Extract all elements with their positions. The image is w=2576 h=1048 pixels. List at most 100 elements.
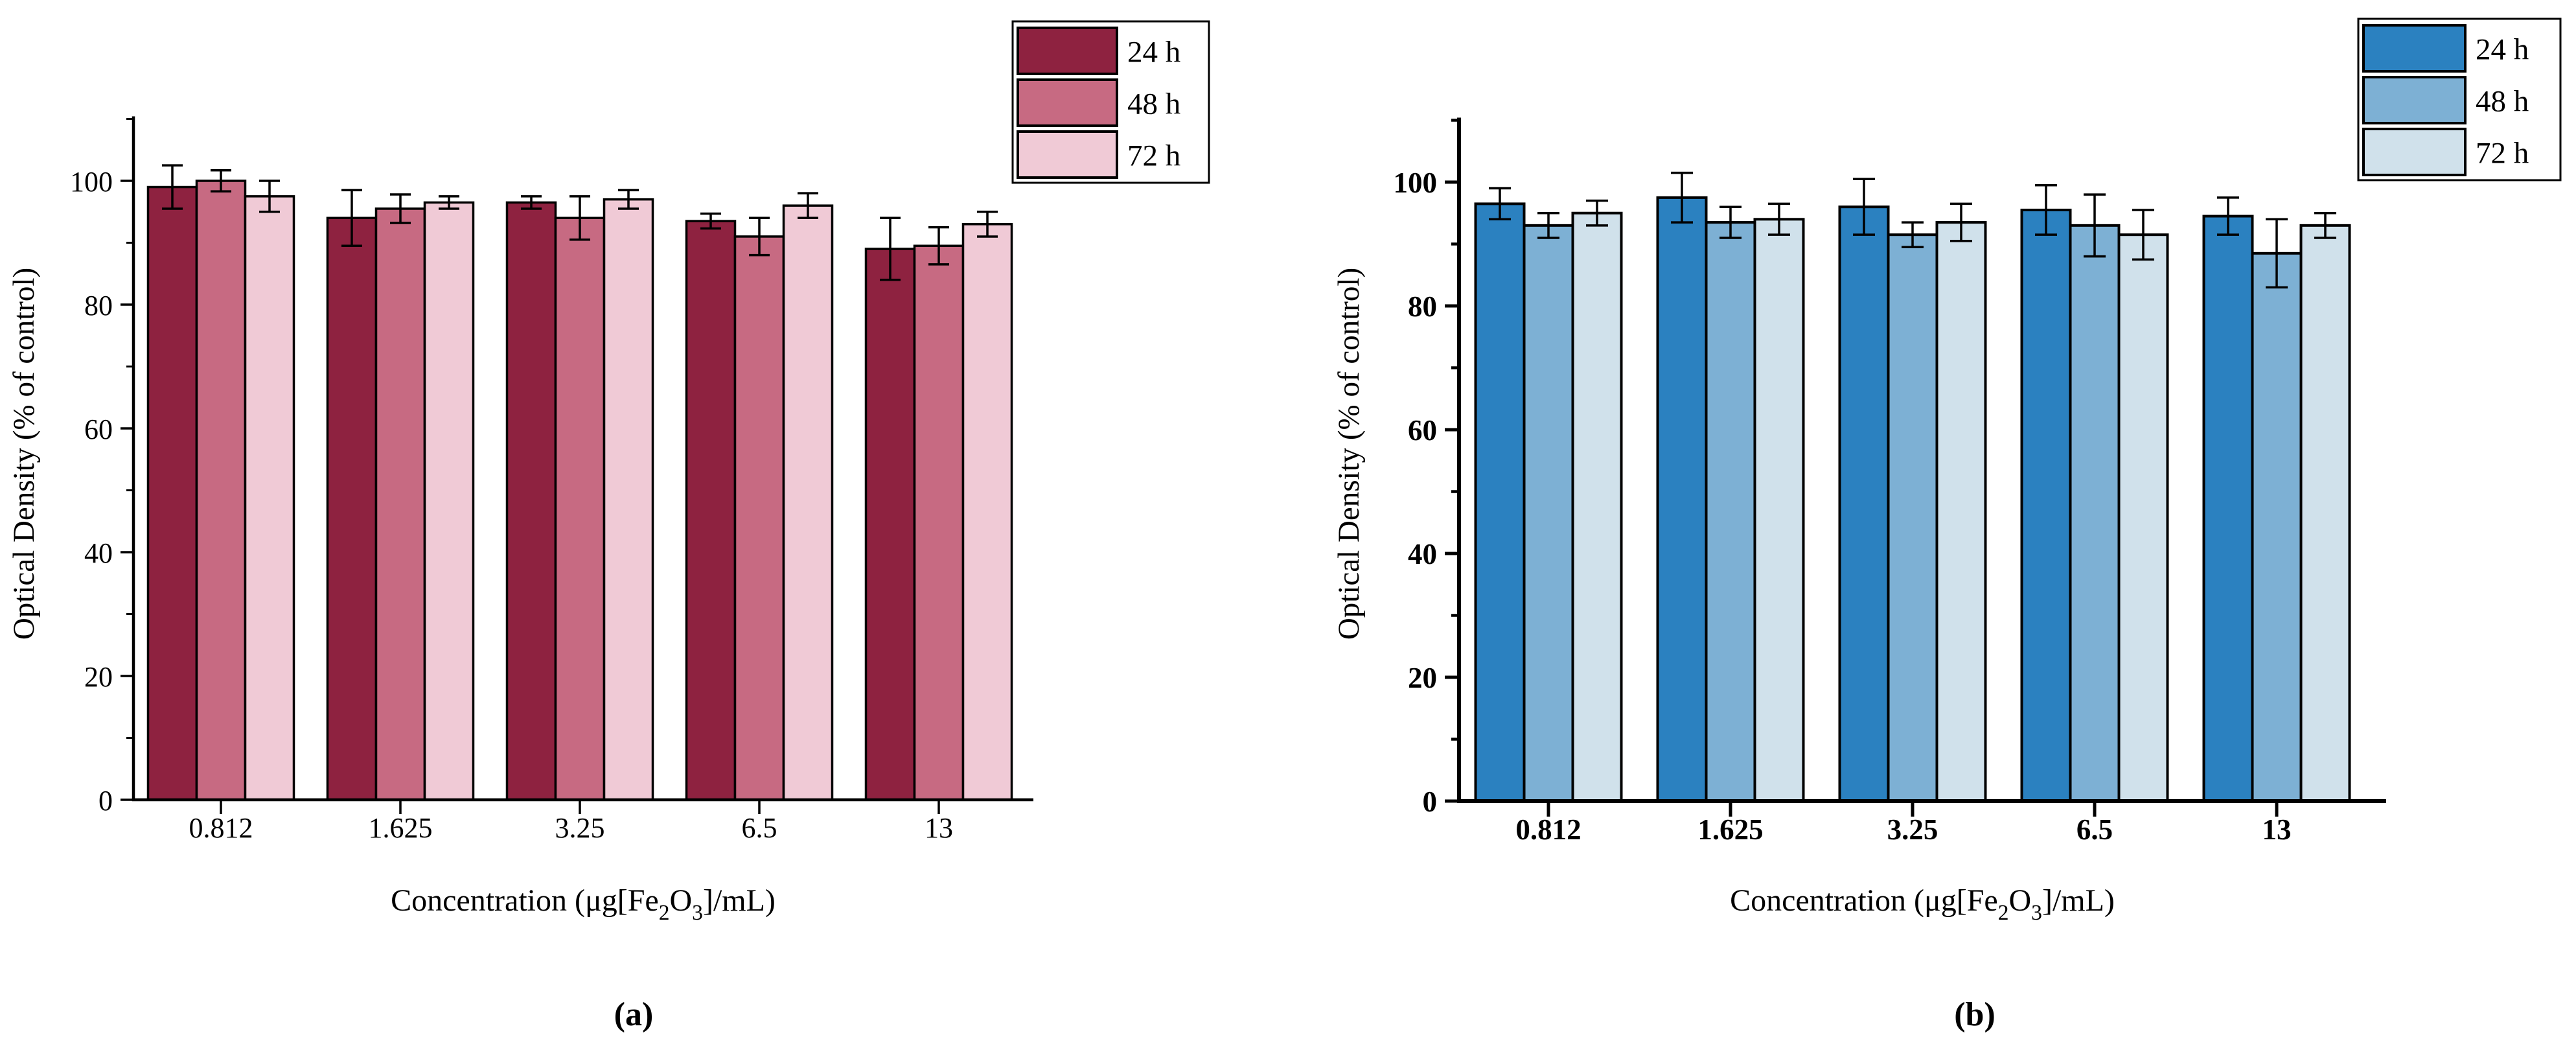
bar-a-72h-0.812 — [244, 195, 295, 801]
x-axis-title-b: Concentration (μg[Fe2O3]/mL) — [1730, 883, 2115, 925]
error-bar-a-48h-13 — [928, 226, 949, 266]
y-tick-label-a-0: 0 — [98, 785, 113, 817]
caption-b: (b) — [1954, 996, 1995, 1033]
bar-a-24h-6.5 — [685, 220, 737, 801]
bar-a-72h-1.625 — [423, 201, 475, 801]
error-bar-a-72h-0.812 — [259, 180, 280, 213]
error-bar-a-72h-6.5 — [798, 192, 818, 220]
error-bar-b-72h-1.625 — [1768, 202, 1790, 236]
error-bar-b-48h-1.625 — [1719, 205, 1742, 239]
y-axis-title-a: Optical Density (% of control) — [7, 268, 41, 640]
error-bar-a-24h-3.25 — [521, 195, 542, 210]
error-bar-b-24h-13 — [2217, 196, 2239, 236]
bar-a-48h-0.812 — [195, 180, 247, 801]
bar-b-24h-3.25 — [1838, 205, 1890, 802]
error-bar-b-24h-0.812 — [1489, 187, 1511, 221]
error-bar-a-24h-13 — [880, 216, 901, 281]
error-bar-b-24h-3.25 — [1853, 178, 1875, 236]
error-bar-a-48h-6.5 — [749, 216, 770, 257]
x-tick-label-b-6.5: 6.5 — [2076, 813, 2113, 846]
error-bar-a-24h-6.5 — [700, 212, 721, 230]
error-bar-b-48h-13 — [2266, 218, 2288, 289]
chart-b: 0 20 40 60 80 100 0.812 1.625 3.25 6.5 13 Optical D… — [1332, 17, 2562, 1033]
bar-b-24h-0.812 — [1474, 202, 1526, 802]
x-tick-label-a-13: 13 — [925, 812, 953, 844]
legend-swatch-b-24h — [2362, 24, 2467, 73]
bar-a-72h-13 — [961, 223, 1013, 801]
error-bar-b-72h-6.5 — [2132, 209, 2154, 261]
y-axis-title-b: Optical Density (% of control) — [1332, 268, 1366, 640]
legend-label-a-24h: 24 h — [1127, 36, 1180, 69]
axes-a — [132, 116, 1033, 802]
bar-b-48h-0.812 — [1523, 224, 1574, 803]
error-bar-b-48h-3.25 — [1902, 221, 1924, 249]
bars-b — [1474, 171, 2351, 803]
error-bar-a-24h-1.625 — [341, 189, 362, 248]
y-tick-label-a-60: 60 — [84, 413, 113, 445]
legend-swatch-a-48h — [1017, 78, 1118, 127]
error-bar-a-48h-0.812 — [211, 169, 231, 192]
legend-label-b-24h: 24 h — [2476, 33, 2529, 67]
error-bar-b-72h-13 — [2314, 212, 2336, 239]
y-tick-label-b-100: 100 — [1394, 167, 1438, 199]
legend-swatch-b-72h — [2362, 128, 2467, 176]
y-tick-label-a-40: 40 — [84, 537, 113, 569]
error-bar-a-72h-1.625 — [439, 195, 459, 210]
bar-a-48h-13 — [913, 244, 965, 801]
y-tick-label-a-80: 80 — [84, 290, 113, 321]
y-tick-label-a-20: 20 — [84, 661, 113, 693]
legend-b: 24 h 48 h 72 h — [2357, 17, 2562, 181]
bar-a-24h-1.625 — [326, 216, 378, 801]
x-tick-label-b-0.812: 0.812 — [1515, 813, 1581, 846]
chart-a: 0 20 40 60 80 100 0.812 1.625 3.25 6.5 13 Optical D… — [7, 20, 1210, 1033]
bar-b-72h-6.5 — [2117, 233, 2169, 802]
x-ticks-a: 0.812 1.625 3.25 6.5 13 — [189, 800, 953, 844]
axes-b — [1457, 117, 2386, 803]
x-tick-label-b-1.625: 1.625 — [1697, 813, 1763, 846]
x-tick-label-b-3.25: 3.25 — [1887, 813, 1938, 846]
y-tick-label-b-40: 40 — [1408, 538, 1437, 570]
bar-b-72h-3.25 — [1935, 221, 1987, 802]
bar-a-24h-0.812 — [146, 185, 198, 801]
bars-a — [146, 164, 1013, 801]
bar-a-48h-6.5 — [733, 235, 785, 801]
legend-label-a-72h: 72 h — [1127, 139, 1180, 173]
error-bar-b-72h-0.812 — [1586, 199, 1608, 227]
error-bar-b-24h-1.625 — [1671, 171, 1693, 224]
y-tick-label-b-60: 60 — [1408, 414, 1437, 447]
error-bar-a-72h-3.25 — [618, 189, 639, 210]
bar-b-48h-13 — [2251, 251, 2303, 802]
y-ticks-b: 0 20 40 60 80 100 — [1394, 119, 1459, 818]
legend-label-a-48h: 48 h — [1127, 87, 1180, 121]
error-bar-b-24h-6.5 — [2035, 184, 2057, 236]
bar-a-72h-3.25 — [603, 198, 654, 801]
x-tick-label-a-1.625: 1.625 — [369, 812, 433, 844]
x-tick-label-a-6.5: 6.5 — [742, 812, 777, 844]
error-bar-b-72h-3.25 — [1950, 202, 1972, 242]
legend-a: 24 h 48 h 72 h — [1011, 20, 1210, 184]
x-tick-label-a-3.25: 3.25 — [555, 812, 605, 844]
y-tick-label-b-20: 20 — [1408, 662, 1437, 694]
y-tick-label-a-100: 100 — [70, 166, 113, 198]
bar-b-48h-1.625 — [1705, 221, 1756, 802]
bar-b-48h-6.5 — [2069, 224, 2121, 803]
bar-b-24h-6.5 — [2020, 208, 2072, 803]
x-tick-label-b-13: 13 — [2262, 813, 2292, 846]
x-axis-title-a: Concentration (μg[Fe2O3]/mL) — [391, 883, 776, 925]
bar-b-72h-1.625 — [1753, 218, 1805, 802]
legend-swatch-b-48h — [2362, 76, 2467, 124]
bar-b-48h-3.25 — [1887, 233, 1938, 802]
y-tick-label-b-0: 0 — [1423, 786, 1438, 818]
y-tick-label-b-80: 80 — [1408, 290, 1437, 323]
error-bar-a-72h-13 — [977, 211, 998, 238]
caption-a: (a) — [614, 996, 654, 1033]
legend-swatch-a-72h — [1017, 130, 1118, 179]
bar-b-72h-13 — [2299, 224, 2351, 803]
error-bar-b-48h-6.5 — [2084, 193, 2106, 258]
legend-swatch-a-24h — [1017, 27, 1118, 75]
bar-a-72h-6.5 — [782, 204, 834, 801]
legend-label-b-72h: 72 h — [2476, 137, 2529, 170]
y-ticks-a: 0 20 40 60 80 100 — [70, 118, 133, 817]
